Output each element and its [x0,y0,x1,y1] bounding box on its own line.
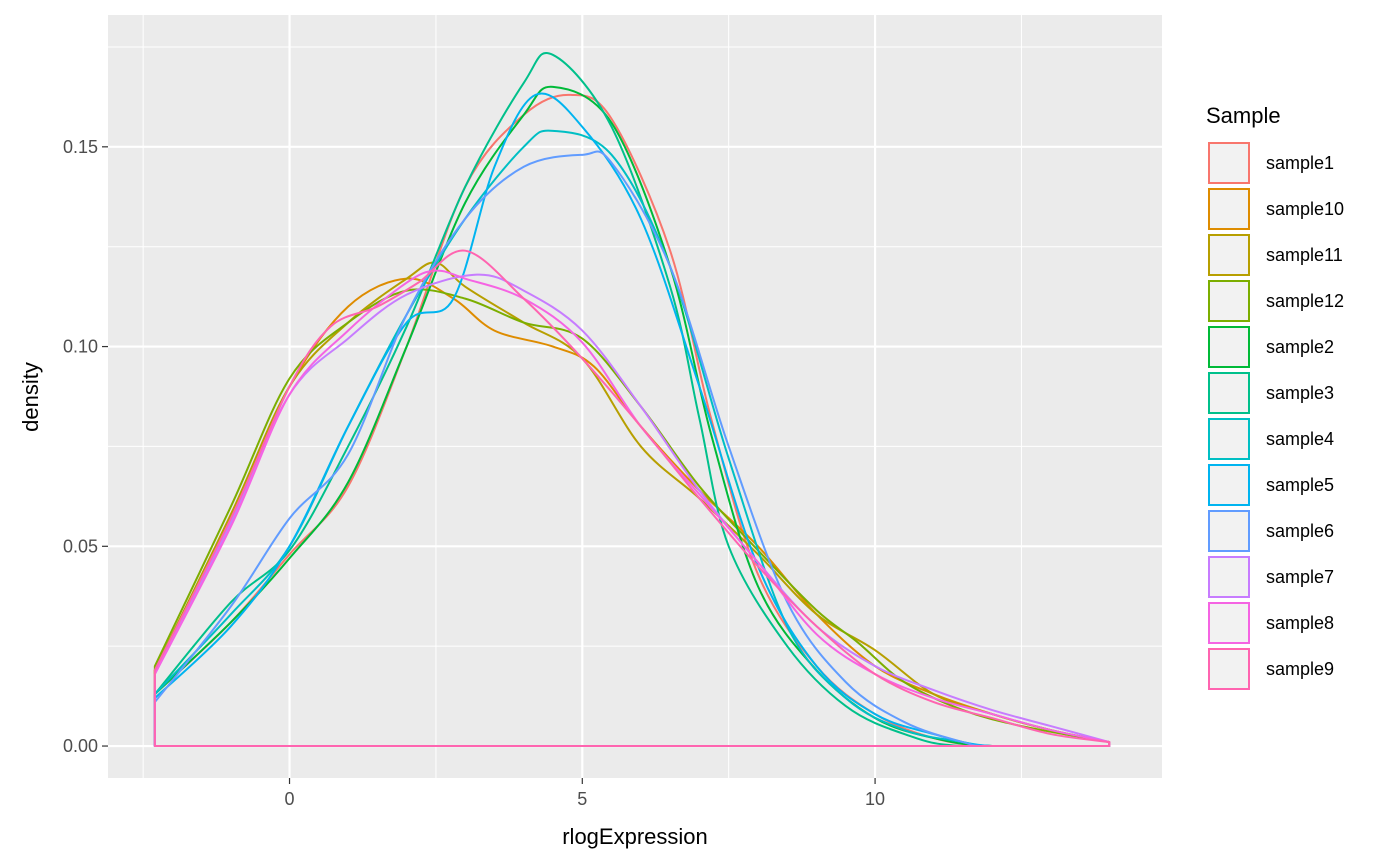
density-line-sample8 [153,269,1111,748]
y-axis: 0.00 0.05 0.10 0.15 [63,137,108,756]
legend-key-sample9 [1208,648,1250,690]
legend-label-sample5: sample5 [1266,475,1334,495]
plot-panel [108,15,1162,778]
y-axis-title: density [18,362,43,432]
legend-key-sample6 [1208,510,1250,552]
legend-key-sample12 [1208,280,1250,322]
x-axis: 0 5 10 [285,778,885,809]
density-line-sample5 [153,92,1111,748]
legend-label-sample11: sample11 [1266,245,1343,265]
density-line-sample9 [153,249,1111,748]
legend-key-sample7 [1208,556,1250,598]
legend: Sample sample1 sample10 sample11 sample12 sa… [1206,103,1344,690]
x-tick-label: 0 [285,789,295,809]
y-tick-label: 0.15 [63,137,98,157]
x-axis-title: rlogExpression [562,824,708,849]
legend-key-sample10 [1208,188,1250,230]
legend-key-sample5 [1208,464,1250,506]
legend-key-sample4 [1208,418,1250,460]
legend-key-sample2 [1208,326,1250,368]
legend-label-sample6: sample6 [1266,521,1334,541]
legend-label-sample1: sample1 [1266,153,1334,173]
x-tick-label: 10 [865,789,885,809]
legend-title: Sample [1206,103,1281,128]
y-tick-label: 0.05 [63,536,98,556]
x-tick-label: 5 [577,789,587,809]
legend-key-sample11 [1208,234,1250,276]
y-tick-label: 0.10 [63,337,98,357]
legend-label-sample12: sample12 [1266,291,1344,311]
legend-label-sample4: sample4 [1266,429,1334,449]
density-series [153,52,1111,748]
grid-minor [108,15,1162,778]
legend-label-sample2: sample2 [1266,337,1334,357]
legend-key-sample1 [1208,142,1250,184]
legend-label-sample9: sample9 [1266,659,1334,679]
legend-key-sample3 [1208,372,1250,414]
legend-label-sample3: sample3 [1266,383,1334,403]
legend-label-sample10: sample10 [1266,199,1344,219]
legend-key-sample8 [1208,602,1250,644]
density-line-sample6 [153,150,1111,748]
legend-label-sample7: sample7 [1266,567,1334,587]
y-tick-label: 0.00 [63,736,98,756]
legend-label-sample8: sample8 [1266,613,1334,633]
